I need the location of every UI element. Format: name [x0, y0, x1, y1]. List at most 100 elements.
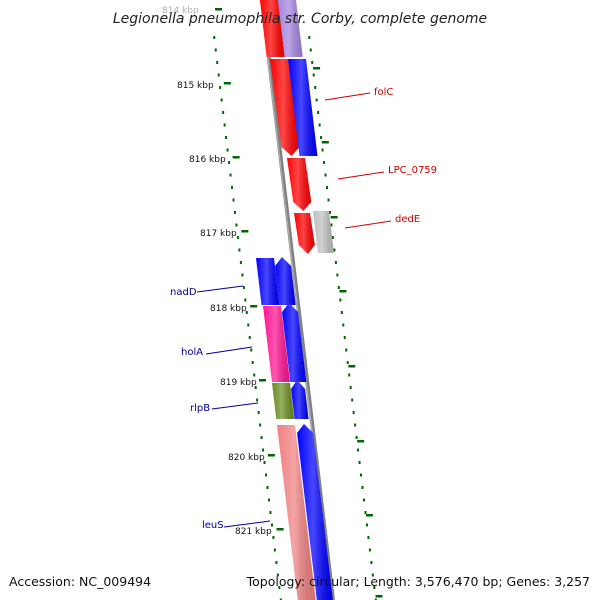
- outer-ring-dot: [343, 336, 346, 339]
- forward-cds-leuS-shading: [297, 424, 333, 600]
- outer-tick-mark: [330, 216, 338, 219]
- outer-ring-dot: [317, 111, 320, 114]
- inner-ring-dot: [269, 511, 272, 514]
- gene-label-dedE[interactable]: dedE: [395, 214, 420, 225]
- inner-ring-dot: [229, 173, 232, 177]
- tick-label-815: 815 kbp: [177, 81, 214, 91]
- outer-tick-mark: [348, 365, 356, 368]
- inner-ring-dot: [256, 398, 259, 402]
- outer-tick-mark: [375, 595, 383, 598]
- outer-ring-dot: [361, 486, 364, 489]
- tick-label-817: 817 kbp: [200, 229, 237, 239]
- outer-ring-dot: [308, 36, 311, 39]
- leuS-feature-shading: [277, 425, 316, 600]
- inner-ring-dot: [231, 186, 234, 189]
- inner-ring-dot: [225, 136, 228, 139]
- tick-label-821: 821 kbp: [235, 527, 272, 537]
- ticks-layer: 814 kbp 815 kbp 816 kbp 817 kbp 818 kbp …: [162, 6, 383, 598]
- outer-ring-dot: [340, 311, 343, 314]
- inner-tick-mark: [276, 528, 284, 531]
- gene-label-holA[interactable]: holA: [181, 347, 203, 358]
- inner-tick-mark: [241, 230, 249, 233]
- tick-label-816: 816 kbp: [189, 155, 226, 165]
- inner-ring-dot: [213, 36, 216, 39]
- inner-tick-mark: [267, 454, 275, 457]
- inner-ring-dot: [279, 598, 282, 600]
- tick-label-819: 819 kbp: [220, 378, 257, 388]
- forward-cds-folC-shading: [288, 59, 318, 156]
- folC-leader: [324, 92, 371, 101]
- inner-ring-dot: [233, 211, 236, 214]
- outer-tick-mark: [339, 290, 347, 293]
- dedE-leader: [344, 220, 392, 229]
- outer-ring-dot: [354, 423, 357, 427]
- forward-cds-rlpB-shading: [291, 380, 309, 419]
- tick-label-820: 820 kbp: [228, 453, 265, 463]
- outer-ring-dot: [339, 298, 342, 302]
- features-layer: [256, 0, 334, 600]
- outer-ring-dot: [327, 198, 330, 202]
- inner-ring-dot: [245, 311, 248, 314]
- inner-ring-dot: [247, 323, 250, 327]
- inner-ring-dot: [217, 73, 220, 77]
- inner-ring-dot: [263, 461, 266, 464]
- outer-ring-dot: [364, 511, 367, 514]
- outer-ring-dot: [314, 86, 317, 89]
- inner-ring-dot: [259, 423, 262, 427]
- outer-ring-dot: [349, 386, 352, 389]
- outer-ring-dot: [333, 248, 336, 252]
- inner-ring-dot: [248, 336, 251, 339]
- outer-ring-dot: [355, 436, 358, 439]
- outer-tick-mark: [357, 440, 365, 443]
- outer-ring-dot: [348, 373, 351, 377]
- inner-ring-dot: [214, 48, 217, 52]
- outer-ring-dot: [324, 173, 327, 177]
- outer-tick-mark: [321, 141, 329, 144]
- outer-ring-dot: [321, 148, 324, 152]
- leuS-leader: [223, 520, 271, 528]
- gene-label-rlpB[interactable]: rlpB: [190, 403, 210, 414]
- outer-ring-dot: [309, 48, 312, 52]
- inner-tick-mark: [258, 379, 266, 382]
- reverse-cds-small-shading: [294, 213, 315, 254]
- outer-ring-dot: [352, 411, 355, 414]
- inner-ring-dot: [220, 98, 223, 102]
- outer-ring-dot: [337, 286, 340, 289]
- outer-ring-dot: [351, 398, 354, 402]
- inner-ring-dot: [257, 411, 260, 414]
- genome-backbone: [260, 0, 335, 600]
- gene-label-leuS[interactable]: leuS: [202, 520, 224, 531]
- inner-tick-mark: [250, 305, 258, 308]
- outer-ring-dot: [365, 523, 368, 527]
- inner-ring-dot: [251, 361, 254, 364]
- nadD-feature-shading: [256, 258, 280, 305]
- outer-ring-dot: [362, 498, 365, 502]
- inner-tick-mark: [223, 82, 231, 85]
- inner-ring-dot: [266, 486, 269, 489]
- holA-feature-shading: [263, 306, 290, 382]
- outer-ring-dot: [318, 123, 321, 127]
- inner-ring-dot: [262, 448, 265, 452]
- folC-feature-shading: [270, 59, 300, 156]
- purple-feature-top-shading: [278, 0, 303, 57]
- outer-ring-dot: [315, 98, 318, 102]
- rlpB-leader: [211, 402, 259, 410]
- inner-ring-dot: [228, 161, 231, 164]
- gene-label-folC[interactable]: folC: [374, 87, 393, 98]
- gene-label-lpc0759[interactable]: LPC_0759: [388, 165, 437, 176]
- inner-ring-dot: [276, 573, 279, 577]
- inner-ring-dot: [278, 586, 281, 589]
- outer-ring-dot: [328, 211, 331, 214]
- outer-ring-dot: [370, 561, 373, 564]
- inner-tick-mark: [232, 156, 240, 159]
- tick-label-818: 818 kbp: [210, 304, 247, 314]
- outer-ring-dot: [346, 361, 349, 364]
- gene-label-nadD[interactable]: nadD: [170, 287, 197, 298]
- outer-ring-dot: [331, 236, 334, 239]
- outer-ring-dot: [330, 223, 333, 227]
- inner-ring-dot: [265, 473, 268, 477]
- accession-text: Accession: NC_009494: [9, 574, 151, 589]
- inner-ring-dot: [270, 523, 273, 527]
- outer-ring-dot: [320, 136, 323, 139]
- outer-ring-dot: [374, 598, 377, 600]
